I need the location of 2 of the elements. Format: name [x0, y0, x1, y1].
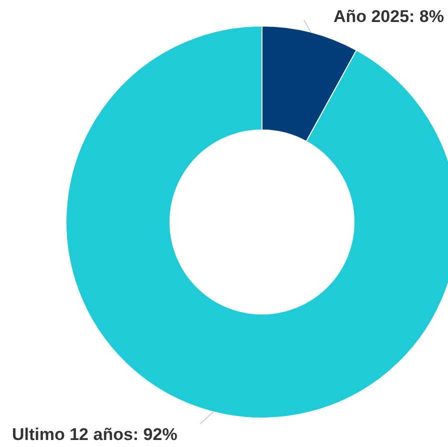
slice-label: Año 2025: 8% [333, 7, 444, 26]
slice-label: Ultimo 12 años: 92% [12, 425, 178, 444]
